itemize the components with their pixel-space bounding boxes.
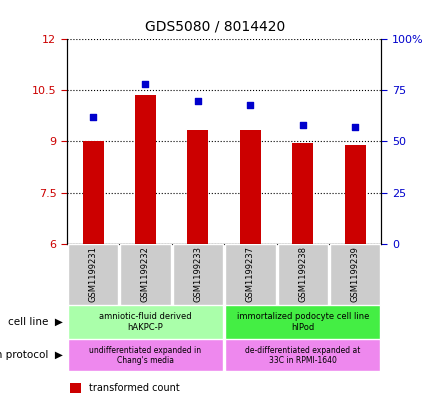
Bar: [329, 244, 380, 305]
Text: GSM1199232: GSM1199232: [141, 246, 150, 302]
Text: GSM1199238: GSM1199238: [298, 246, 307, 302]
Point: [194, 97, 201, 104]
Bar: [344, 145, 365, 244]
Text: amniotic-fluid derived
hAKPC-P: amniotic-fluid derived hAKPC-P: [99, 312, 191, 332]
Bar: [68, 339, 223, 371]
Point: [246, 101, 253, 108]
Point: [298, 122, 305, 128]
Point: [351, 124, 358, 130]
Text: GSM1199231: GSM1199231: [88, 246, 97, 302]
Text: immortalized podocyte cell line
hIPod: immortalized podocyte cell line hIPod: [236, 312, 368, 332]
Bar: [70, 383, 81, 393]
Text: de-differentiated expanded at
33C in RPMI-1640: de-differentiated expanded at 33C in RPM…: [245, 345, 359, 365]
Bar: [224, 305, 380, 339]
Bar: [68, 305, 223, 339]
Bar: [135, 95, 156, 244]
Bar: [224, 244, 275, 305]
Bar: [187, 130, 208, 244]
Text: GDS5080 / 8014420: GDS5080 / 8014420: [145, 20, 285, 34]
Point: [142, 81, 149, 87]
Bar: [172, 244, 223, 305]
Bar: [224, 339, 380, 371]
Text: undifferentiated expanded in
Chang's media: undifferentiated expanded in Chang's med…: [89, 345, 201, 365]
Text: transformed count: transformed count: [89, 383, 179, 393]
Bar: [239, 130, 260, 244]
Bar: [277, 244, 327, 305]
Bar: [120, 244, 170, 305]
Point: [89, 114, 96, 120]
Text: GSM1199239: GSM1199239: [350, 246, 359, 302]
Text: cell line  ▶: cell line ▶: [8, 317, 62, 327]
Bar: [68, 244, 118, 305]
Bar: [82, 141, 103, 244]
Text: GSM1199233: GSM1199233: [193, 246, 202, 302]
Text: GSM1199237: GSM1199237: [245, 246, 254, 302]
Bar: [292, 143, 313, 244]
Text: growth protocol  ▶: growth protocol ▶: [0, 350, 62, 360]
